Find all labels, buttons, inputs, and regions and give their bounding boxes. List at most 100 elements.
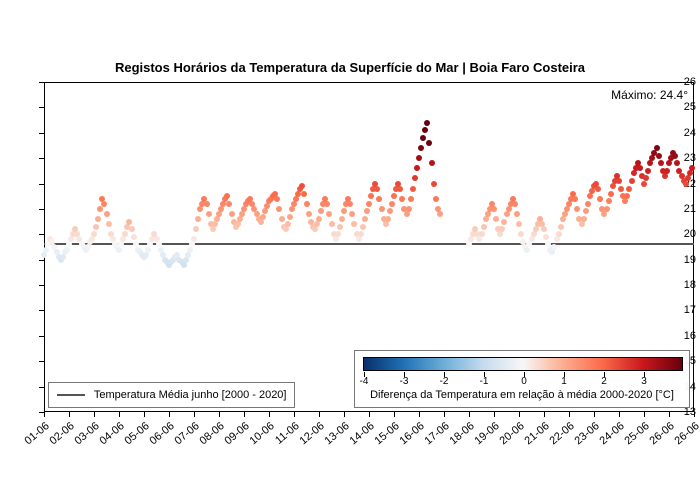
x-tick-label: 03-06	[72, 420, 101, 447]
data-point	[422, 127, 428, 133]
data-point	[287, 214, 293, 220]
colorbar-tick-label: 1	[561, 376, 567, 387]
data-point	[418, 145, 424, 151]
data-point	[656, 153, 662, 159]
colorbar: -4-3-2-10123	[363, 357, 683, 371]
data-point	[91, 231, 97, 237]
data-point	[397, 186, 403, 192]
x-tick-label: 13-06	[322, 420, 351, 447]
data-point	[626, 186, 632, 192]
data-point	[274, 196, 280, 202]
x-tick-label: 17-06	[422, 420, 451, 447]
data-point	[541, 226, 547, 232]
data-point	[324, 201, 330, 207]
data-point	[335, 231, 341, 237]
data-point	[316, 216, 322, 222]
data-point	[104, 211, 110, 217]
data-point	[429, 160, 435, 166]
data-point	[131, 234, 137, 240]
data-point	[543, 234, 549, 240]
data-point	[512, 201, 518, 207]
data-point	[493, 216, 499, 222]
data-point	[387, 208, 393, 214]
data-point	[672, 153, 678, 159]
data-point	[604, 206, 610, 212]
y-tick-label: 20	[658, 228, 696, 240]
data-point	[583, 208, 589, 214]
chart-title: Registos Horários da Temperatura da Supe…	[0, 60, 700, 75]
data-point	[408, 196, 414, 202]
data-point	[410, 186, 416, 192]
legend-label: Temperatura Média junho [2000 - 2020]	[94, 389, 287, 401]
data-point	[481, 224, 487, 230]
data-point	[326, 211, 332, 217]
data-point	[122, 231, 128, 237]
data-point	[341, 208, 347, 214]
data-point	[416, 155, 422, 161]
data-point	[318, 208, 324, 214]
data-point	[585, 201, 591, 207]
data-point	[229, 211, 235, 217]
data-point	[606, 198, 612, 204]
data-point	[93, 224, 99, 230]
data-point	[385, 216, 391, 222]
colorbar-tick-label: -4	[360, 376, 369, 387]
data-point	[581, 216, 587, 222]
data-point	[366, 201, 372, 207]
data-point	[376, 196, 382, 202]
data-point	[674, 160, 680, 166]
data-point	[491, 206, 497, 212]
data-point	[195, 216, 201, 222]
y-tick-label: 21	[658, 203, 696, 215]
x-tick-label: 21-06	[522, 420, 551, 447]
data-point	[414, 165, 420, 171]
colorbar-tick-label: -3	[400, 376, 409, 387]
data-point	[645, 168, 651, 174]
data-point	[329, 221, 335, 227]
data-point	[351, 221, 357, 227]
colorbar-title: Diferença da Temperatura em relação à mé…	[363, 389, 681, 401]
x-tick-label: 07-06	[172, 420, 201, 447]
max-annotation: Máximo: 24.4°	[611, 88, 688, 102]
data-point	[618, 186, 624, 192]
data-point	[597, 196, 603, 202]
x-tick-label: 01-06	[22, 420, 51, 447]
colorbar-tick-label: 2	[601, 376, 607, 387]
data-point	[299, 183, 305, 189]
data-point	[360, 224, 366, 230]
data-point	[501, 219, 507, 225]
data-point	[514, 211, 520, 217]
x-tick-label: 23-06	[572, 420, 601, 447]
colorbar-tick-label: 0	[521, 376, 527, 387]
legend: Temperatura Média junho [2000 - 2020]	[48, 382, 295, 408]
data-point	[616, 178, 622, 184]
data-point	[595, 186, 601, 192]
data-point	[224, 193, 230, 199]
data-point	[347, 201, 353, 207]
data-point	[364, 208, 370, 214]
x-tick-label: 18-06	[447, 420, 476, 447]
data-point	[689, 165, 695, 171]
y-tick-label: 24	[658, 127, 696, 139]
data-point	[193, 226, 199, 232]
data-point	[129, 226, 135, 232]
data-point	[643, 175, 649, 181]
x-tick-label: 11-06	[273, 420, 302, 447]
colorbar-box: -4-3-2-10123 Diferença da Temperatura em…	[354, 350, 690, 408]
data-point	[608, 191, 614, 197]
data-point	[658, 160, 664, 166]
data-point	[518, 231, 524, 237]
data-point	[406, 206, 412, 212]
data-point	[433, 196, 439, 202]
x-tick-label: 10-06	[247, 420, 276, 447]
x-tick-label: 12-06	[297, 420, 326, 447]
x-tick-label: 20-06	[497, 420, 526, 447]
data-point	[556, 231, 562, 237]
data-point	[101, 201, 107, 207]
x-tick-label: 14-06	[347, 420, 376, 447]
data-point	[362, 216, 368, 222]
data-point	[337, 224, 343, 230]
data-point	[479, 231, 485, 237]
data-point	[399, 196, 405, 202]
mean-line	[44, 243, 694, 245]
